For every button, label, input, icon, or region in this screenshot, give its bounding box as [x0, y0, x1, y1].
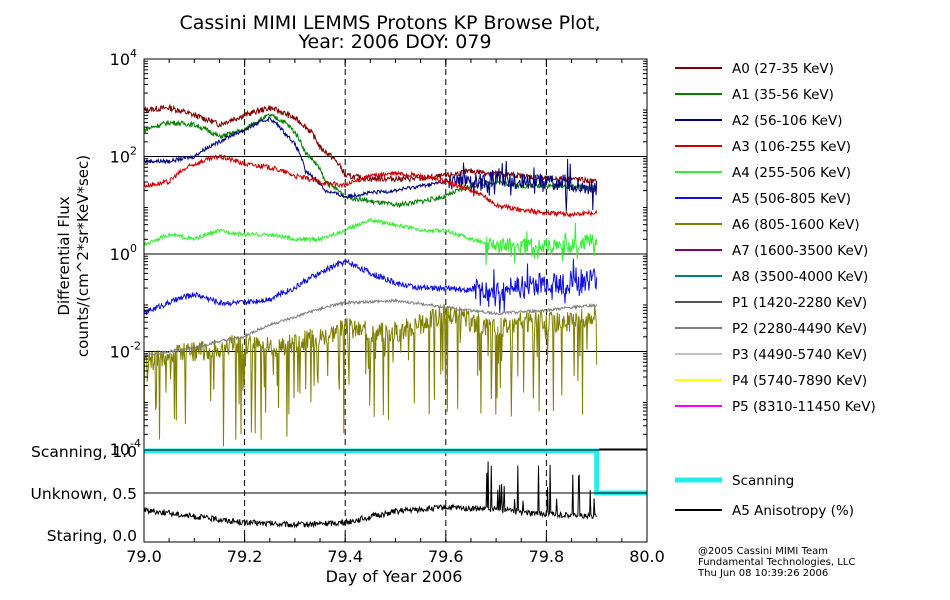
series-line-a4: [143, 216, 598, 266]
scan-plot-frame: [143, 449, 648, 543]
y-tick-label-exponent: 4: [130, 47, 137, 60]
legend-label: A5 Anisotropy (%): [732, 503, 854, 519]
scanning-line: [144, 448, 647, 496]
y-tick-label-base: 10: [110, 50, 130, 69]
legend-label: A4 (255-506 KeV): [732, 165, 851, 181]
series-line-p2: [143, 297, 598, 359]
x-tick-label: 80.0: [629, 547, 665, 566]
legend-label: A8 (3500-4000 KeV): [732, 269, 868, 285]
legend-label: P2 (2280-4490 KeV): [732, 321, 867, 337]
y-tick-label-exponent: -2: [130, 340, 141, 353]
y-axis-label-line1: Differential Flux: [55, 196, 73, 315]
scan-y-tick-label: Staring, 0.0: [47, 527, 137, 545]
legend-label: A1 (35-56 KeV): [732, 87, 834, 103]
series-line-a3: [143, 153, 598, 219]
x-tick-label: 79.2: [227, 547, 263, 566]
series-line-a1: [143, 113, 598, 209]
anisotropy-line: [143, 461, 598, 529]
x-tick-label: 79.0: [126, 547, 162, 566]
legend-label: A0 (27-35 KeV): [732, 61, 834, 77]
credit-line3: Thu Jun 08 10:39:26 2006: [697, 568, 828, 579]
y-tick-label-base: 10: [110, 245, 130, 264]
legend-label: P5 (8310-11450 KeV): [732, 399, 876, 415]
legend-label: A3 (106-255 KeV): [732, 139, 851, 155]
x-axis-label: Day of Year 2006: [326, 567, 463, 586]
legend-label: P4 (5740-7890 KeV): [732, 373, 867, 389]
y-axis-label-line2: counts/(cm^2*sr*KeV*sec): [74, 155, 92, 357]
scan-plot-area: Scanning, 1.0 Unknown, 0.5 Staring, 0.0 79.…: [31, 443, 665, 566]
series-line-a2: [143, 116, 598, 212]
x-tick-label: 79.6: [428, 547, 464, 566]
legend-label: A7 (1600-3500 KeV): [732, 243, 868, 259]
legend-label: Scanning: [732, 473, 794, 489]
credit-line2: Fundamental Technologies, LLC: [698, 557, 855, 568]
y-tick-label-exponent: -4: [130, 437, 141, 450]
legend-label: A5 (506-805 KeV): [732, 191, 851, 207]
legend-label: A2 (56-106 KeV): [732, 113, 842, 129]
chart-title-line1: Cassini MIMI LEMMS Protons KP Browse Plo…: [179, 12, 600, 34]
y-tick-label-base: 10: [110, 343, 130, 362]
series-line-a6: [143, 303, 598, 447]
x-tick-label: 79.8: [529, 547, 565, 566]
series-line-a0: [143, 103, 598, 185]
y-tick-label-exponent: 0: [130, 242, 137, 255]
credit-line1: @2005 Cassini MIMI Team: [698, 546, 828, 557]
y-tick-label-base: 10: [110, 148, 130, 167]
y-tick-label-base: 10: [110, 440, 130, 459]
chart-title-line2: Year: 2006 DOY: 079: [297, 31, 491, 53]
legend-label: A6 (805-1600 KeV): [732, 217, 860, 233]
series-line-a5: [143, 258, 598, 317]
scan-y-tick-label: Unknown, 0.5: [31, 485, 137, 503]
x-tick-label: 79.4: [327, 547, 363, 566]
legend-label: P1 (1420-2280 KeV): [732, 295, 867, 311]
legend: A0 (27-35 KeV) A1 (35-56 KeV) A2 (56-106 K…: [675, 61, 876, 519]
legend-label: P3 (4490-5740 KeV): [732, 347, 867, 363]
scan-y-tick-label: Scanning, 1.0: [31, 443, 137, 461]
y-tick-label-exponent: 2: [130, 145, 137, 158]
